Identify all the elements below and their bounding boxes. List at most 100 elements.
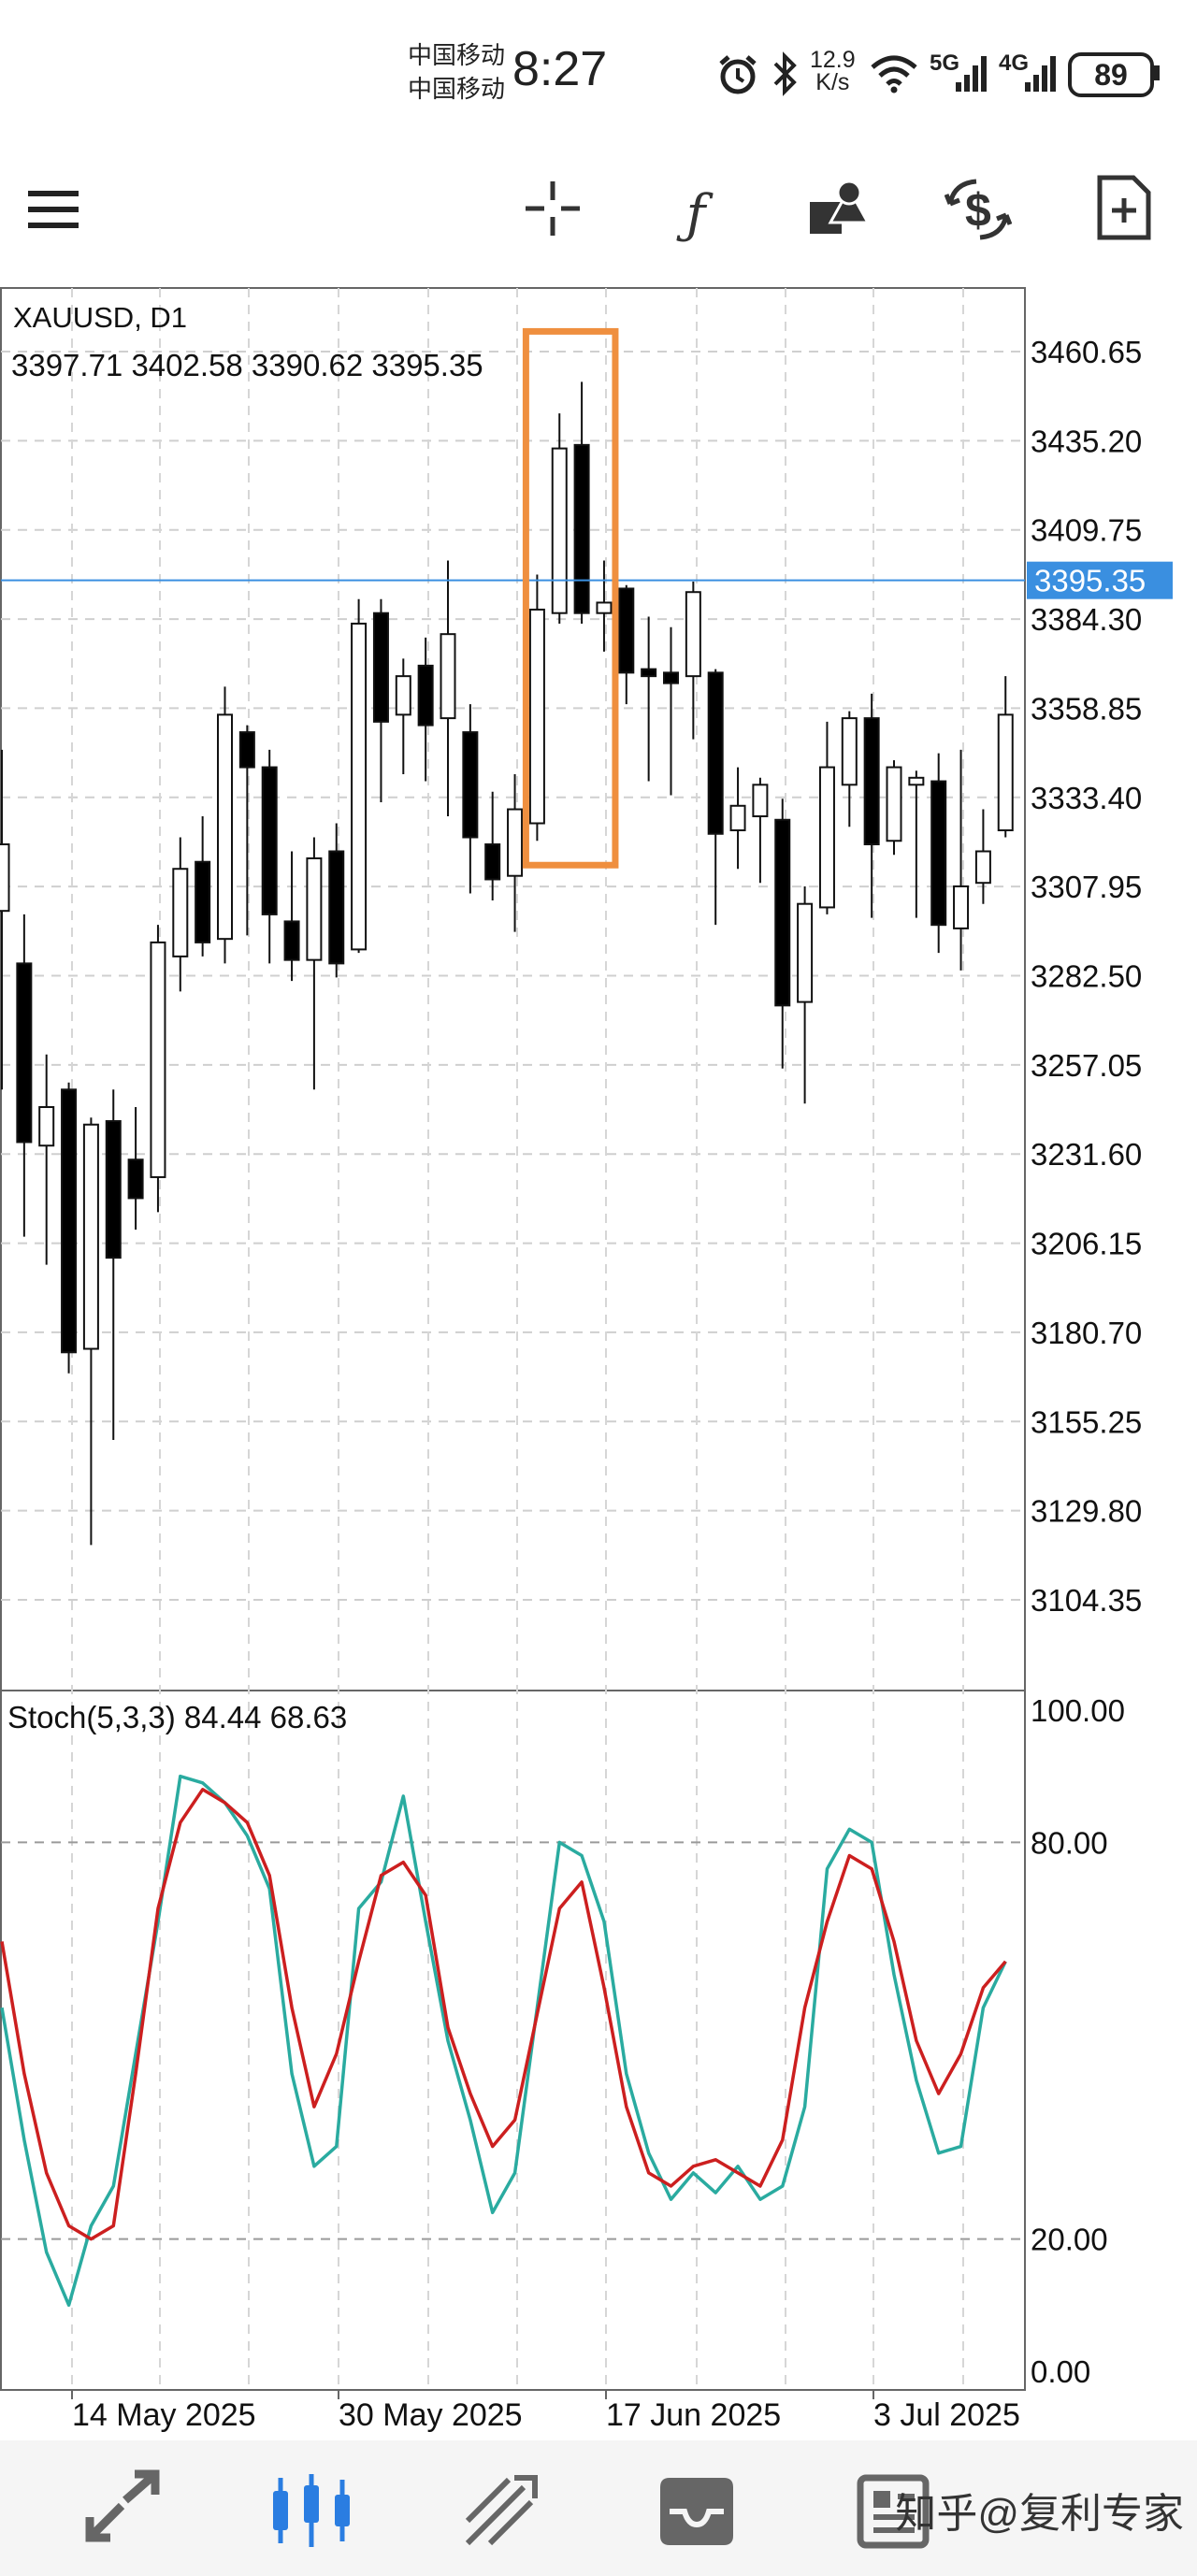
menu-icon[interactable] (26, 185, 82, 234)
candle-body-bear (127, 1158, 144, 1200)
candle[interactable] (16, 914, 33, 1237)
wifi-icon (871, 55, 917, 94)
candle[interactable] (395, 658, 411, 775)
candle[interactable] (0, 749, 10, 1090)
battery-tip (1154, 65, 1160, 80)
candle[interactable] (172, 837, 189, 992)
candle[interactable] (596, 560, 613, 652)
candle[interactable] (818, 721, 835, 914)
candle[interactable] (417, 637, 434, 782)
price-tick-label: 3104.35 (1031, 1583, 1142, 1618)
candle-body-bull (217, 713, 233, 941)
candle-body-bull (82, 1123, 99, 1350)
messages-icon[interactable] (842, 2468, 945, 2553)
candle[interactable] (462, 704, 479, 894)
candle[interactable] (61, 1082, 78, 1374)
price-tick-label: 3282.50 (1031, 959, 1142, 994)
status-bar: 中国移动 中国移动 8:27 12.9 K/s 5G 4G 89 (0, 0, 1197, 140)
candle-body-bull (797, 902, 814, 1003)
signal-1-type: 5G (930, 50, 960, 76)
stoch-main-line (0, 1774, 1007, 2308)
candle[interactable] (886, 760, 902, 856)
candle[interactable] (351, 598, 368, 954)
candle[interactable] (217, 686, 233, 964)
candle[interactable] (105, 1089, 122, 1440)
price-tick-label: 3129.80 (1031, 1494, 1142, 1529)
candle[interactable] (528, 574, 545, 842)
candle-body-bull (974, 850, 991, 885)
candle[interactable] (150, 925, 166, 1213)
candle[interactable] (663, 626, 679, 796)
candle-body-bear (283, 920, 300, 961)
crosshair-icon[interactable] (522, 178, 584, 239)
candle[interactable] (306, 837, 323, 1090)
candle[interactable] (974, 809, 991, 904)
candle[interactable] (507, 774, 524, 932)
candle-body-bull (0, 842, 10, 913)
candle[interactable] (261, 749, 278, 964)
candle[interactable] (551, 413, 568, 624)
candle[interactable] (997, 676, 1014, 838)
candle-body-bear (328, 850, 345, 965)
candle[interactable] (38, 1054, 55, 1265)
candle-body-bull (997, 713, 1014, 832)
candle[interactable] (641, 616, 657, 782)
chart-icon[interactable] (260, 2468, 363, 2553)
stoch-tick-label: 80.00 (1031, 1825, 1108, 1860)
price-tick-label: 3435.20 (1031, 424, 1142, 458)
main-chart-frame (0, 287, 1026, 1691)
candle[interactable] (930, 753, 947, 954)
candle-body-bear (618, 587, 635, 674)
candle[interactable] (127, 1107, 144, 1230)
signal-icon (956, 56, 987, 92)
bottom-navigation: 知乎@复利专家 (0, 2440, 1197, 2576)
candle[interactable] (774, 799, 791, 1069)
history-icon[interactable] (645, 2468, 748, 2553)
candle-body-bull (596, 601, 613, 614)
candle[interactable] (440, 560, 456, 817)
carrier-2: 中国移动 (408, 75, 506, 103)
candle[interactable] (707, 669, 724, 926)
candle[interactable] (573, 381, 590, 624)
alarm-icon (719, 55, 757, 94)
price-tick-label: 3206.15 (1031, 1227, 1142, 1261)
current-price-box (1027, 561, 1173, 599)
candle[interactable] (841, 711, 858, 827)
candle[interactable] (238, 725, 255, 936)
new-order-icon[interactable] (1096, 174, 1152, 241)
candle[interactable] (685, 581, 701, 740)
objects-icon[interactable] (806, 176, 870, 239)
symbol-change-icon[interactable]: $ (945, 176, 1012, 243)
stoch-tick-label: 0.00 (1031, 2354, 1090, 2389)
candle[interactable] (908, 770, 925, 918)
candle[interactable] (283, 851, 300, 982)
chart-area[interactable]: 3460.65 3435.20 3409.75 3384.30 3358.85 3333.… (0, 0, 1197, 2440)
candle[interactable] (752, 777, 769, 884)
candle[interactable] (372, 598, 389, 803)
candle-body-bull (908, 776, 925, 786)
candle-body-bull (440, 633, 456, 720)
candle[interactable] (953, 749, 970, 971)
quotes-icon[interactable] (73, 2468, 176, 2553)
indicators-icon[interactable]: ƒ (685, 184, 706, 245)
candles[interactable] (0, 381, 1014, 1546)
candle[interactable] (328, 823, 345, 978)
price-tick-label: 3307.95 (1031, 870, 1142, 904)
candle[interactable] (729, 767, 746, 870)
candle[interactable] (863, 693, 880, 918)
candle-body-bear (930, 780, 947, 927)
candle[interactable] (82, 1117, 99, 1546)
candle[interactable] (618, 584, 635, 705)
price-tick-label: 3180.70 (1031, 1316, 1142, 1350)
candle[interactable] (797, 885, 814, 1104)
stoch-axis: 100.00 80.00 20.00 0.00 (1031, 1693, 1125, 2389)
price-tick-label: 3384.30 (1031, 602, 1142, 637)
trade-icon[interactable] (449, 2468, 552, 2553)
candle[interactable] (195, 816, 211, 957)
current-price-label: 3395.35 (1034, 564, 1146, 598)
net-speed-value: 12.9 (810, 47, 856, 73)
candle-body-bull (507, 808, 524, 877)
candle[interactable] (484, 791, 501, 900)
candle-body-bear (774, 818, 791, 1007)
symbol-timeframe: XAUUSD, D1 (13, 301, 187, 334)
